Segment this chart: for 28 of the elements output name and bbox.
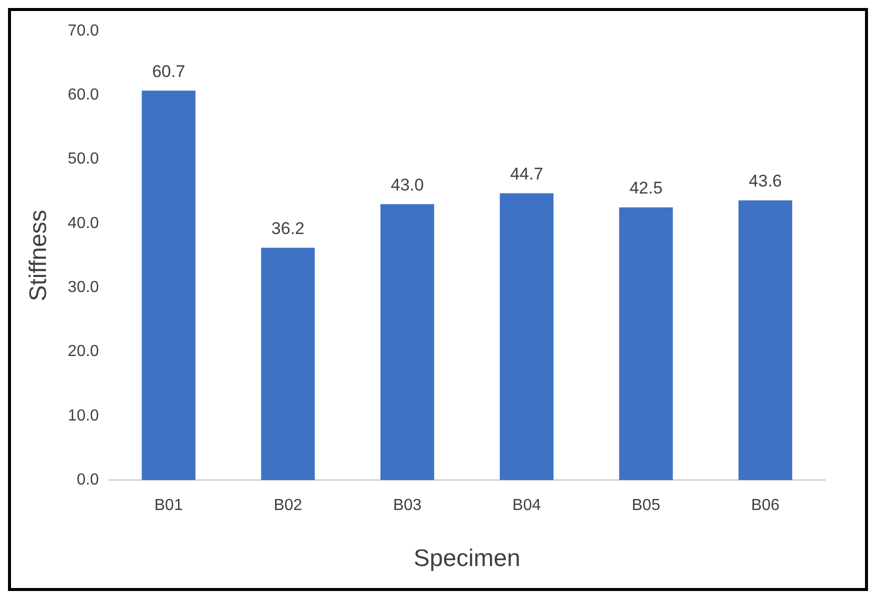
data-label: 60.7 — [152, 62, 186, 81]
x-tick-label: B02 — [274, 497, 302, 514]
x-tick-label: B01 — [154, 497, 183, 514]
y-tick-label: 30.0 — [68, 278, 100, 296]
bar — [619, 207, 673, 480]
y-tick-label: 40.0 — [68, 214, 100, 232]
x-tick-label: B05 — [632, 497, 660, 514]
y-tick-label: 70.0 — [68, 22, 100, 40]
x-tick-label: B06 — [751, 497, 780, 514]
bar — [142, 90, 196, 480]
bar — [261, 248, 315, 480]
y-tick-label: 10.0 — [68, 407, 100, 424]
bar — [380, 204, 434, 480]
y-tick-label: 50.0 — [68, 150, 100, 168]
y-tick-label: 20.0 — [68, 343, 100, 360]
x-tick-label: B04 — [512, 497, 541, 514]
y-tick-label: 0.0 — [76, 471, 100, 488]
x-tick-label: B03 — [393, 497, 422, 514]
bar — [500, 193, 554, 480]
x-axis-title: Specimen — [414, 545, 520, 572]
data-label: 44.7 — [510, 164, 544, 184]
data-label: 43.6 — [748, 172, 782, 191]
data-label: 42.5 — [629, 178, 663, 198]
y-tick-label: 60.0 — [68, 86, 100, 104]
data-label: 36.2 — [271, 218, 304, 238]
bar — [738, 200, 792, 480]
data-label: 43.0 — [390, 175, 424, 194]
y-axis-title: Stiffness — [25, 210, 52, 302]
